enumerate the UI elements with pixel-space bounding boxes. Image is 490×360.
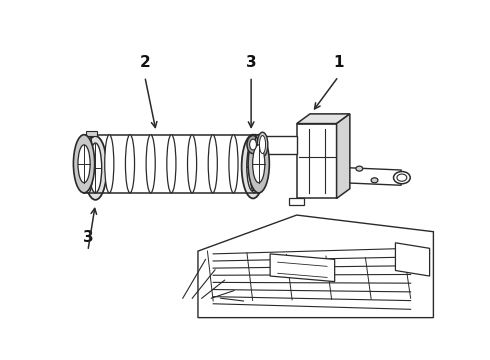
Polygon shape — [395, 243, 430, 276]
Ellipse shape — [242, 135, 265, 198]
Ellipse shape — [257, 132, 268, 157]
Ellipse shape — [208, 135, 218, 193]
Ellipse shape — [146, 135, 155, 193]
Ellipse shape — [78, 145, 90, 183]
Circle shape — [371, 178, 378, 183]
Ellipse shape — [253, 145, 265, 183]
Circle shape — [397, 174, 407, 181]
FancyBboxPatch shape — [84, 135, 259, 193]
Ellipse shape — [74, 135, 95, 193]
Circle shape — [393, 172, 410, 184]
Polygon shape — [337, 114, 350, 198]
Polygon shape — [253, 135, 297, 154]
Ellipse shape — [249, 139, 256, 150]
Text: 2: 2 — [140, 55, 150, 70]
Text: 3: 3 — [82, 230, 93, 245]
Polygon shape — [297, 123, 337, 198]
Ellipse shape — [229, 135, 238, 193]
Text: 3: 3 — [246, 55, 256, 70]
Polygon shape — [86, 131, 98, 136]
Ellipse shape — [125, 135, 135, 193]
Ellipse shape — [247, 135, 259, 154]
Ellipse shape — [247, 142, 259, 192]
Polygon shape — [198, 215, 433, 318]
Circle shape — [356, 166, 363, 171]
Ellipse shape — [188, 135, 196, 193]
Ellipse shape — [249, 135, 259, 193]
Ellipse shape — [89, 143, 102, 193]
Polygon shape — [289, 198, 304, 205]
Ellipse shape — [84, 136, 107, 200]
Polygon shape — [297, 114, 350, 123]
Ellipse shape — [167, 135, 176, 193]
Ellipse shape — [84, 135, 93, 193]
Ellipse shape — [105, 135, 114, 193]
Polygon shape — [337, 167, 401, 185]
Polygon shape — [270, 254, 335, 282]
Text: 1: 1 — [333, 55, 343, 70]
Ellipse shape — [260, 135, 266, 154]
Ellipse shape — [248, 135, 270, 193]
